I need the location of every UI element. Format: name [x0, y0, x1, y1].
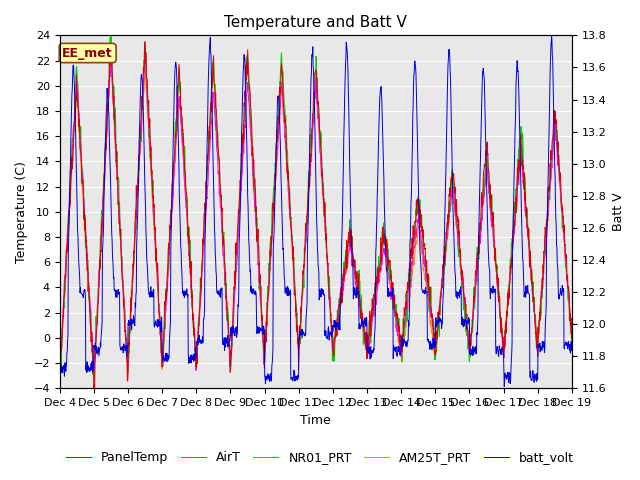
batt_volt: [56, 367, 63, 372]
Line: PanelTemp: PanelTemp: [60, 42, 572, 396]
AirT: [396, 338, 403, 344]
NR01_PRT: [568, 346, 576, 352]
Title: Temperature and Batt V: Temperature and Batt V: [225, 15, 407, 30]
NR01_PRT: [463, 327, 470, 333]
PanelTemp: [170, 154, 178, 160]
AM25T_PRT: [107, 54, 115, 60]
AirT: [158, 360, 166, 366]
AM25T_PRT: [508, 252, 516, 258]
AM25T_PRT: [170, 173, 178, 179]
PanelTemp: [463, 324, 470, 329]
AirT: [463, 312, 470, 317]
NR01_PRT: [170, 158, 178, 164]
PanelTemp: [396, 341, 403, 347]
AirT: [568, 334, 576, 340]
Line: AirT: AirT: [60, 57, 572, 372]
Y-axis label: Temperature (C): Temperature (C): [15, 161, 28, 263]
PanelTemp: [90, 393, 98, 399]
AirT: [170, 165, 178, 170]
PanelTemp: [228, 332, 236, 338]
Text: EE_met: EE_met: [62, 47, 113, 60]
Legend: PanelTemp, AirT, NR01_PRT, AM25T_PRT, batt_volt: PanelTemp, AirT, NR01_PRT, AM25T_PRT, ba…: [61, 446, 579, 469]
batt_volt: [548, 33, 556, 38]
Line: AM25T_PRT: AM25T_PRT: [60, 57, 572, 378]
AM25T_PRT: [228, 337, 236, 343]
AirT: [228, 350, 236, 356]
PanelTemp: [141, 39, 148, 45]
PanelTemp: [158, 364, 166, 370]
X-axis label: Time: Time: [300, 414, 331, 427]
AM25T_PRT: [158, 364, 166, 370]
AirT: [124, 369, 132, 375]
NR01_PRT: [158, 339, 166, 345]
AM25T_PRT: [463, 316, 470, 322]
AirT: [141, 54, 148, 60]
AirT: [56, 358, 63, 364]
batt_volt: [395, 347, 403, 353]
batt_volt: [157, 324, 165, 329]
AM25T_PRT: [396, 350, 403, 356]
Line: NR01_PRT: NR01_PRT: [60, 36, 572, 378]
batt_volt: [500, 384, 508, 389]
batt_volt: [170, 115, 177, 121]
PanelTemp: [508, 256, 516, 262]
Line: batt_volt: batt_volt: [60, 36, 572, 386]
Y-axis label: Batt V: Batt V: [612, 192, 625, 231]
batt_volt: [508, 359, 515, 364]
NR01_PRT: [90, 375, 98, 381]
AM25T_PRT: [124, 375, 132, 381]
PanelTemp: [56, 364, 63, 370]
batt_volt: [568, 348, 576, 354]
NR01_PRT: [396, 343, 403, 348]
NR01_PRT: [228, 344, 236, 349]
AM25T_PRT: [56, 372, 63, 377]
NR01_PRT: [508, 245, 516, 251]
NR01_PRT: [56, 369, 63, 374]
AirT: [508, 252, 516, 257]
batt_volt: [227, 333, 235, 339]
batt_volt: [462, 319, 470, 325]
PanelTemp: [568, 336, 576, 341]
NR01_PRT: [107, 34, 115, 39]
AM25T_PRT: [568, 338, 576, 344]
